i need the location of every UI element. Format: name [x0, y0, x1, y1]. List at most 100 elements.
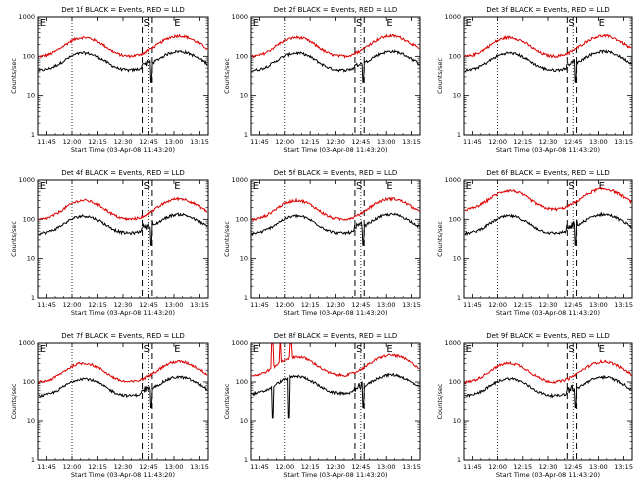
x-tick-label: 12:30 [114, 463, 133, 471]
y-tick-label: 1000 [444, 339, 461, 347]
x-tick-label: 12:00 [63, 301, 82, 309]
panel-det-4: Det 4f BLACK = Events, RED = LLD 1 10 100 10… [10, 169, 209, 317]
y-axis-label: Counts/sec [10, 221, 18, 257]
x-tick-label: 13:00 [377, 138, 396, 146]
plot-frame [463, 179, 633, 299]
x-tick-label: 12:30 [539, 138, 558, 146]
x-tick-label: 12:45 [139, 138, 158, 146]
x-tick-label: 13:15 [614, 463, 633, 471]
x-tick-label: 11:45 [250, 463, 269, 471]
x-tick-label: 12:30 [114, 301, 133, 309]
marker-letter-s: S [356, 18, 362, 29]
marker-letter-e: E [466, 344, 472, 355]
lld-series-line [38, 33, 208, 59]
x-tick-label: 12:45 [564, 301, 583, 309]
x-tick-label: 12:00 [488, 463, 507, 471]
marker-letter-s: S [356, 344, 362, 355]
x-tick-label: 11:45 [37, 463, 56, 471]
panel-det-7: Det 7f BLACK = Events, RED = LLD 1 10 100 10… [10, 332, 209, 479]
x-tick-label: 12:15 [301, 463, 320, 471]
y-tick-label: 1 [31, 456, 35, 464]
plot-frame [463, 342, 633, 461]
y-tick-label: 100 [236, 52, 248, 60]
marker-letter-e: E [466, 18, 472, 29]
events-series-line [251, 372, 420, 419]
x-axis-label: Start Time (03-Apr-08 11:43:20) [71, 309, 175, 317]
marker-letter-e: E [40, 18, 46, 29]
x-tick-label: 11:45 [463, 463, 482, 471]
x-tick-label: 12:00 [275, 138, 294, 146]
y-tick-label: 1000 [444, 13, 461, 21]
x-tick-label: 12:45 [139, 463, 158, 471]
plot-frame [37, 342, 209, 461]
x-tick-label: 13:00 [165, 463, 184, 471]
x-axis-label: Start Time (03-Apr-08 11:43:20) [496, 471, 600, 479]
lld-series-line [38, 196, 208, 222]
y-tick-label: 100 [449, 378, 461, 386]
lld-series-line [251, 196, 420, 222]
y-tick-label: 1000 [18, 13, 35, 21]
marker-letter-e: E [466, 181, 472, 192]
panel-det-9: Det 9f BLACK = Events, RED = LLD 1 10 100 10… [436, 332, 633, 479]
y-tick-label: 1000 [18, 339, 35, 347]
marker-letter-e: E [386, 181, 392, 192]
panel-title: Det 5f BLACK = Events, RED = LLD [274, 169, 397, 177]
x-tick-label: 11:45 [463, 301, 482, 309]
panel-title: Det 3f BLACK = Events, RED = LLD [486, 6, 609, 14]
events-series-line [464, 211, 632, 246]
x-tick-label: 11:45 [37, 301, 56, 309]
panel-title: Det 8f BLACK = Events, RED = LLD [274, 332, 397, 340]
y-axis-label: Counts/sec [10, 58, 18, 94]
y-tick-label: 100 [23, 52, 35, 60]
y-tick-label: 1 [244, 294, 248, 302]
events-series-line [464, 49, 632, 83]
y-axis-label: Counts/sec [436, 58, 444, 94]
x-tick-label: 12:00 [63, 138, 82, 146]
x-tick-label: 12:15 [301, 301, 320, 309]
y-tick-label: 1 [457, 131, 461, 139]
x-tick-label: 12:45 [351, 138, 370, 146]
y-tick-label: 1 [31, 131, 35, 139]
x-axis-label: Start Time (03-Apr-08 11:43:20) [496, 146, 600, 154]
x-tick-label: 13:00 [165, 301, 184, 309]
x-tick-label: 12:15 [513, 301, 532, 309]
x-tick-label: 12:30 [539, 301, 558, 309]
lld-series-line [464, 359, 632, 385]
marker-letter-e: E [174, 344, 180, 355]
x-tick-label: 12:00 [488, 138, 507, 146]
y-tick-label: 1 [457, 456, 461, 464]
x-tick-label: 13:15 [614, 301, 633, 309]
y-axis-label: Counts/sec [436, 221, 444, 257]
y-tick-label: 1000 [18, 176, 35, 184]
x-tick-label: 11:45 [37, 138, 56, 146]
marker-letter-s: S [144, 181, 150, 192]
y-tick-label: 1000 [231, 176, 248, 184]
y-axis-label: Counts/sec [223, 383, 231, 419]
y-tick-label: 1 [457, 294, 461, 302]
x-axis-label: Start Time (03-Apr-08 11:43:20) [283, 146, 387, 154]
events-series-line [38, 212, 208, 246]
x-tick-label: 13:00 [165, 138, 184, 146]
x-tick-label: 12:00 [63, 463, 82, 471]
y-tick-label: 1000 [444, 176, 461, 184]
y-tick-label: 1 [244, 456, 248, 464]
x-tick-label: 12:15 [513, 463, 532, 471]
x-axis-label: Start Time (03-Apr-08 11:43:20) [283, 309, 387, 317]
x-tick-label: 13:15 [190, 138, 209, 146]
panel-title: Det 2f BLACK = Events, RED = LLD [274, 6, 397, 14]
events-series-line [251, 49, 420, 83]
x-tick-label: 12:15 [88, 463, 107, 471]
marker-letter-e: E [40, 181, 46, 192]
x-tick-label: 12:30 [326, 463, 345, 471]
x-tick-label: 12:00 [275, 463, 294, 471]
x-tick-label: 12:15 [301, 138, 320, 146]
x-axis-label: Start Time (03-Apr-08 11:43:20) [71, 146, 175, 154]
panel-title: Det 9f BLACK = Events, RED = LLD [486, 332, 609, 340]
plot-frame [250, 342, 421, 461]
marker-letter-e: E [40, 344, 46, 355]
x-axis-label: Start Time (03-Apr-08 11:43:20) [283, 471, 387, 479]
x-tick-label: 12:00 [275, 301, 294, 309]
y-tick-label: 100 [23, 215, 35, 223]
y-tick-label: 1 [31, 294, 35, 302]
